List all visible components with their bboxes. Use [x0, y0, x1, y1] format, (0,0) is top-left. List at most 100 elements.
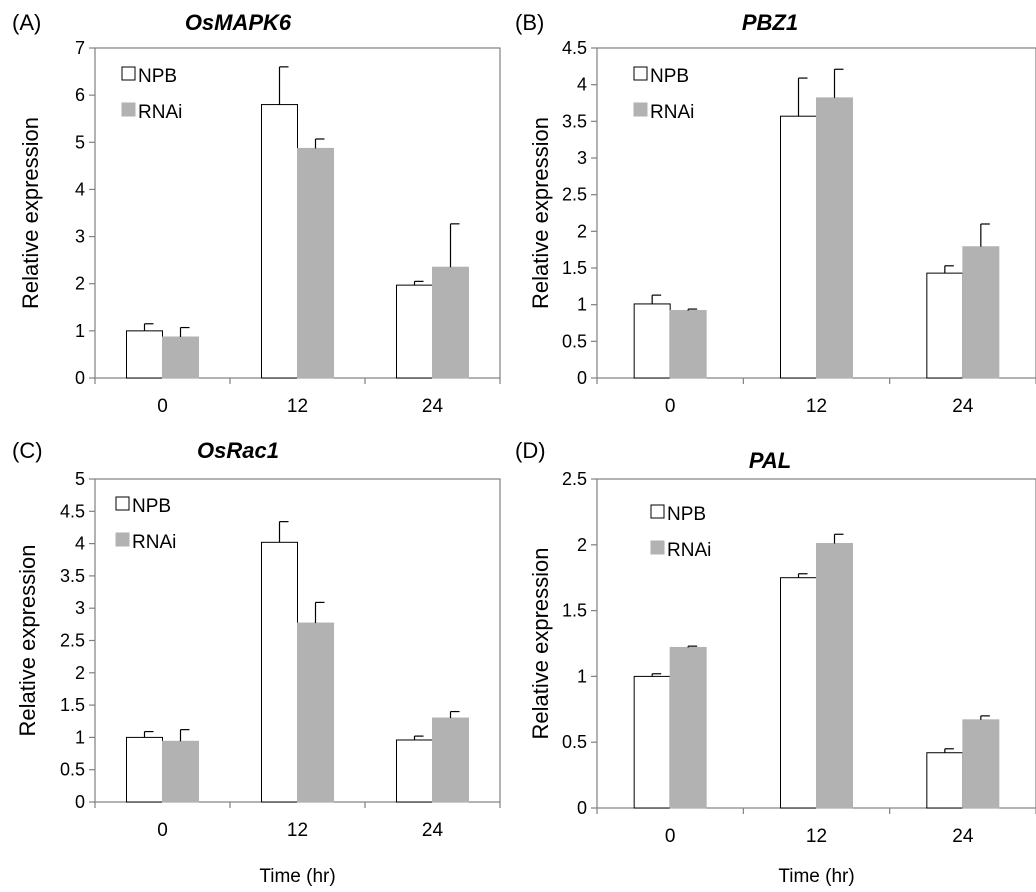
y-tick-label: 2.5 — [562, 185, 587, 205]
y-tick-label: 2 — [577, 535, 587, 555]
y-tick-label: 5 — [75, 469, 85, 489]
y-tick-label: 3.5 — [562, 111, 587, 131]
y-tick-label: 0.5 — [562, 331, 587, 351]
bar-rnai — [162, 336, 199, 379]
y-tick-label: 0 — [577, 368, 587, 388]
legend-swatch-rnai — [633, 102, 648, 117]
y-axis-label: Relative expression — [528, 548, 553, 740]
legend-swatch-npb — [115, 496, 130, 511]
bar-npb — [633, 675, 671, 809]
bar-npb — [126, 736, 163, 803]
y-tick-label: 0.5 — [60, 760, 85, 780]
x-tick-label: 24 — [422, 820, 444, 841]
legend-swatch-rnai — [121, 102, 136, 117]
chart-panel: (D) PAL 0 0.5 1 1.5 2 2.5 0 12 24 NPB RNAi Relative e… — [515, 438, 1036, 887]
y-tick-label: 1.5 — [562, 601, 587, 621]
y-tick-label: 5 — [75, 132, 85, 152]
y-tick-label: 0 — [75, 792, 85, 812]
y-tick-label: 2 — [75, 663, 85, 683]
bar-npb — [396, 739, 433, 803]
chart-panel: (B) PBZ1 0 0.5 1 1.5 2 2.5 3 3.5 4 4.5 0 12 24 NPB RNAi R… — [515, 10, 1036, 417]
bar-rnai — [162, 740, 199, 803]
bar-rnai — [962, 719, 1000, 809]
y-tick-label: 1 — [577, 666, 587, 686]
panel-letter: (B) — [515, 10, 544, 35]
bar-npb — [926, 752, 964, 809]
x-tick-label: 12 — [806, 396, 827, 417]
x-axis-label: Time (hr) — [259, 866, 335, 887]
bar-npb — [926, 272, 964, 379]
legend-label: RNAi — [138, 102, 182, 123]
y-tick-label: 1 — [75, 321, 85, 341]
bar-rnai — [297, 622, 334, 803]
x-tick-label: 12 — [806, 826, 827, 847]
bar-npb — [396, 284, 433, 379]
legend-label: NPB — [667, 504, 706, 525]
y-tick-label: 2.5 — [60, 631, 85, 651]
y-axis-label: Relative expression — [15, 545, 40, 737]
legend-swatch-rnai — [115, 532, 130, 547]
bar-npb — [261, 541, 298, 803]
y-tick-label: 2 — [75, 274, 85, 294]
bar-npb — [780, 577, 817, 809]
bar-npb — [780, 115, 817, 379]
y-tick-label: 3.5 — [60, 566, 85, 586]
chart-title: PAL — [749, 448, 791, 473]
y-tick-label: 3 — [75, 227, 85, 247]
legend-label: RNAi — [650, 102, 694, 123]
x-tick-label: 24 — [422, 396, 444, 417]
legend-swatch-npb — [121, 66, 136, 81]
legend-swatch-rnai — [650, 540, 665, 555]
legend-label: RNAi — [132, 532, 176, 553]
bar-rnai — [669, 310, 707, 379]
bar-rnai — [962, 246, 1000, 379]
bar-npb — [633, 303, 671, 379]
y-axis-label: Relative expression — [528, 117, 553, 309]
y-tick-label: 0 — [75, 368, 85, 388]
y-axis-label: Relative expression — [18, 117, 43, 309]
x-tick-label: 0 — [157, 396, 168, 417]
legend-label: NPB — [650, 66, 689, 87]
panel-letter: (C) — [12, 438, 43, 463]
chart-title: OsMAPK6 — [185, 10, 292, 35]
legend-swatch-npb — [650, 504, 665, 519]
y-tick-label: 7 — [75, 38, 85, 58]
bar-rnai — [669, 646, 707, 809]
chart-title: OsRac1 — [197, 438, 279, 463]
y-tick-label: 1.5 — [562, 258, 587, 278]
y-tick-label: 3 — [75, 598, 85, 618]
y-tick-label: 1 — [75, 727, 85, 747]
chart-title: PBZ1 — [742, 10, 798, 35]
y-tick-label: 0.5 — [562, 732, 587, 752]
bar-rnai — [297, 147, 334, 379]
legend-swatch-npb — [633, 66, 648, 81]
x-tick-label: 0 — [665, 826, 676, 847]
y-tick-label: 4.5 — [60, 501, 85, 521]
y-tick-label: 1.5 — [60, 695, 85, 715]
panel-letter: (A) — [12, 10, 41, 35]
bar-npb — [261, 104, 298, 379]
bar-rnai — [816, 97, 853, 379]
y-tick-label: 6 — [75, 85, 85, 105]
y-tick-label: 3 — [577, 148, 587, 168]
y-tick-label: 2.5 — [562, 469, 587, 489]
x-tick-label: 0 — [665, 396, 676, 417]
panel-letter: (D) — [515, 438, 546, 463]
y-tick-label: 4 — [577, 75, 587, 95]
bar-rnai — [432, 717, 469, 803]
y-tick-label: 4 — [75, 179, 85, 199]
x-tick-label: 12 — [287, 820, 308, 841]
y-tick-label: 0 — [577, 798, 587, 818]
bar-rnai — [816, 542, 853, 809]
bar-rnai — [432, 266, 469, 379]
x-tick-label: 12 — [287, 396, 308, 417]
y-tick-label: 4 — [75, 534, 85, 554]
y-tick-label: 4.5 — [562, 38, 587, 58]
legend-label: RNAi — [667, 540, 711, 561]
chart-panel: (C) OsRac1 0 0.5 1 1.5 2 2.5 3 3.5 4 4.5 5 0 12 24 NPB RN… — [12, 438, 501, 887]
bar-npb — [126, 330, 163, 379]
x-axis-label: Time (hr) — [778, 866, 854, 887]
x-tick-label: 0 — [157, 820, 168, 841]
